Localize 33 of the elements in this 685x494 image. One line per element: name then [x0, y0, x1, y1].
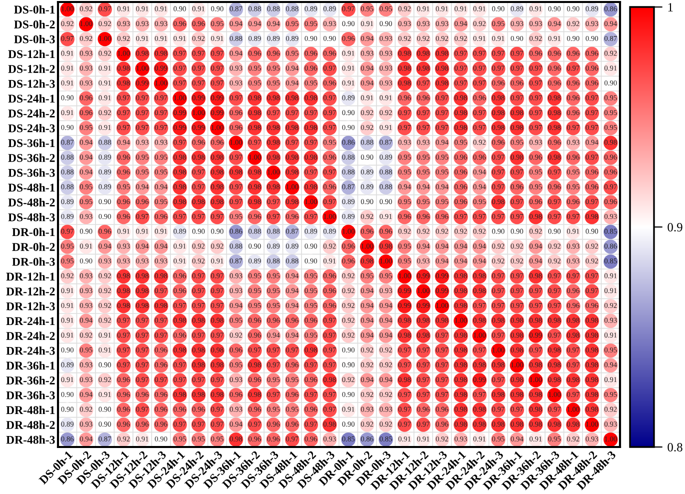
y-tick-label: DR-48h-1 — [6, 406, 55, 414]
y-tick-label: DR-48h-3 — [6, 435, 55, 444]
y-tick-label: DR-24h-3 — [6, 346, 55, 355]
y-tick-label: DR-48h-2 — [6, 420, 55, 429]
y-tick-label: DS-12h-1 — [8, 50, 55, 58]
y-tick-label: DS-24h-1 — [8, 94, 55, 103]
y-tick-label: DR-0h-2 — [12, 242, 55, 251]
y-tick-label: DS-36h-2 — [8, 154, 55, 162]
y-tick-label: DR-36h-2 — [6, 376, 55, 384]
y-tick-label: DS-24h-2 — [8, 109, 55, 118]
y-tick-label: DS-48h-2 — [8, 198, 55, 206]
y-tick-label: DS-0h-3 — [14, 34, 55, 44]
y-tick-label: DS-12h-3 — [8, 79, 55, 88]
y-tick-label: DS-12h-2 — [8, 64, 55, 73]
y-tick-label: DR-24h-1 — [6, 316, 55, 326]
y-tick-label: DR-36h-3 — [6, 390, 55, 400]
y-tick-label: DR-12h-2 — [6, 287, 55, 296]
color-bar-label: 1 — [668, 3, 673, 12]
y-tick-label: DS-36h-3 — [8, 168, 55, 177]
y-tick-label: DS-24h-3 — [8, 124, 55, 132]
y-tick-label: DS-36h-1 — [8, 138, 55, 148]
color-bar-label: 0.9 — [668, 223, 682, 232]
y-tick-label: DR-24h-2 — [6, 332, 55, 340]
y-tick-label: DR-0h-1 — [12, 228, 55, 236]
y-tick-label: DR-12h-3 — [6, 302, 55, 310]
y-tick-label: DR-0h-3 — [12, 257, 55, 266]
y-tick-label: DS-48h-3 — [8, 212, 55, 222]
y-tick-label: DS-0h-1 — [14, 5, 55, 14]
y-tick-label: DS-48h-1 — [8, 183, 55, 192]
y-tick-label: DR-36h-1 — [6, 361, 55, 370]
color-bar-label: 0.8 — [668, 443, 682, 452]
y-tick-label: DS-0h-2 — [14, 20, 55, 28]
y-tick-label: DR-12h-1 — [6, 272, 55, 281]
